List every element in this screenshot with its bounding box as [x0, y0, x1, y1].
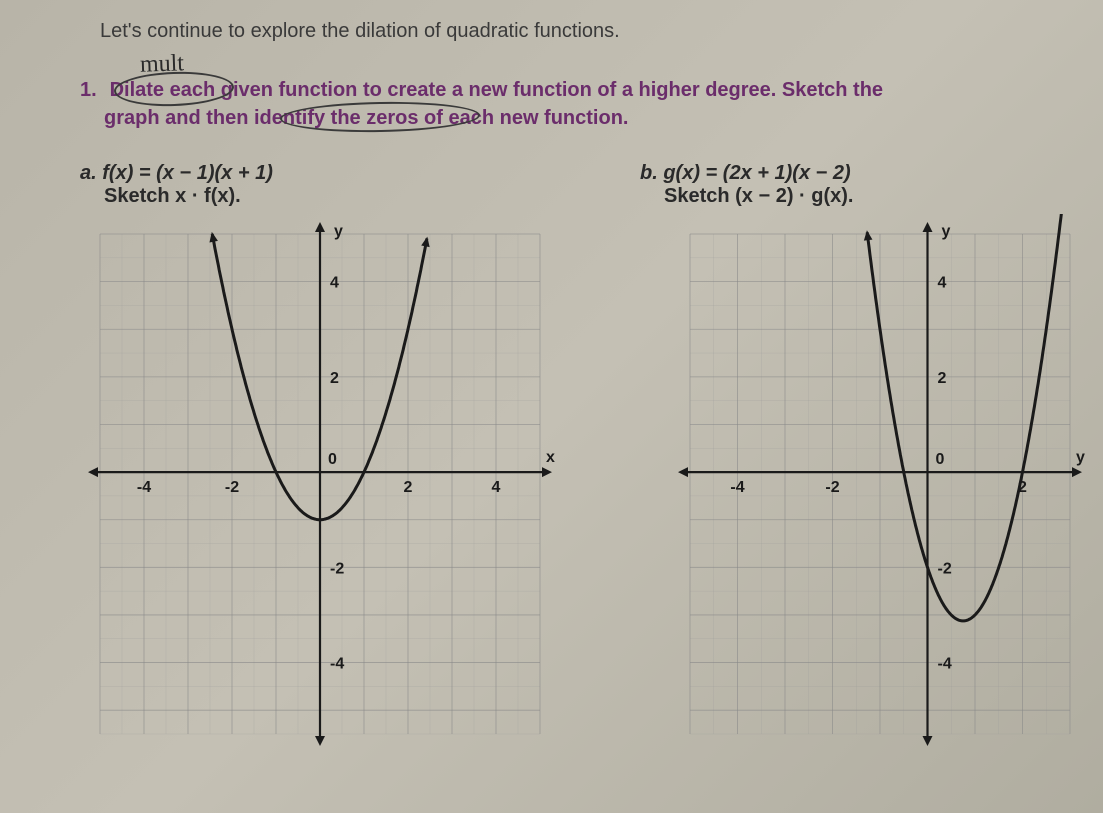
problems-row: a. f(x) = (x − 1)(x + 1) Sketch x · f(x)… — [80, 162, 1043, 754]
svg-text:y: y — [1076, 449, 1085, 466]
question-number: 1. — [80, 76, 104, 104]
problem-b: b. g(x) = (2x + 1)(x − 2) Sketch (x − 2)… — [640, 162, 1103, 754]
problem-b-func: b. g(x) = (2x + 1)(x − 2) — [640, 162, 1103, 185]
question-1: 1. Dilate each given function to create … — [80, 76, 1043, 132]
svg-text:y: y — [334, 223, 343, 240]
problem-a-sketch: Sketch x · f(x). — [104, 185, 560, 208]
intro-text: Let's continue to explore the dilation o… — [100, 20, 1043, 43]
svg-text:-4: -4 — [938, 656, 952, 673]
svg-text:0: 0 — [328, 451, 337, 468]
svg-text:2: 2 — [330, 370, 339, 387]
svg-text:4: 4 — [492, 479, 501, 496]
question-line2: graph and then identify the zeros of eac… — [104, 104, 628, 132]
svg-text:y: y — [942, 223, 951, 240]
svg-text:0: 0 — [936, 451, 945, 468]
svg-text:4: 4 — [330, 275, 339, 292]
svg-text:-2: -2 — [825, 479, 839, 496]
problem-a: a. f(x) = (x − 1)(x + 1) Sketch x · f(x)… — [80, 162, 560, 754]
svg-text:-2: -2 — [938, 560, 952, 577]
svg-text:2: 2 — [404, 479, 413, 496]
svg-text:x: x — [546, 449, 555, 466]
problem-a-func: a. f(x) = (x − 1)(x + 1) — [80, 162, 560, 185]
svg-text:-2: -2 — [225, 479, 239, 496]
graph-a: -4 -2 0 2 4 4 2 -2 -4 x y — [80, 214, 560, 754]
problem-b-sketch: Sketch (x − 2) · g(x). — [664, 185, 1103, 208]
svg-text:-4: -4 — [730, 479, 744, 496]
svg-text:-4: -4 — [330, 656, 344, 673]
svg-text:2: 2 — [938, 370, 947, 387]
svg-text:4: 4 — [938, 275, 947, 292]
question-line1: Dilate each given function to create a n… — [110, 79, 884, 101]
graph-b-svg: -4-20242-2-4yy — [640, 214, 1103, 754]
svg-text:-4: -4 — [137, 479, 151, 496]
svg-text:-2: -2 — [330, 560, 344, 577]
handwritten-annotation: mult — [140, 50, 185, 79]
graph-b: -4-20242-2-4yy — [640, 214, 1103, 754]
graph-a-svg: -4 -2 0 2 4 4 2 -2 -4 x y — [80, 214, 560, 754]
